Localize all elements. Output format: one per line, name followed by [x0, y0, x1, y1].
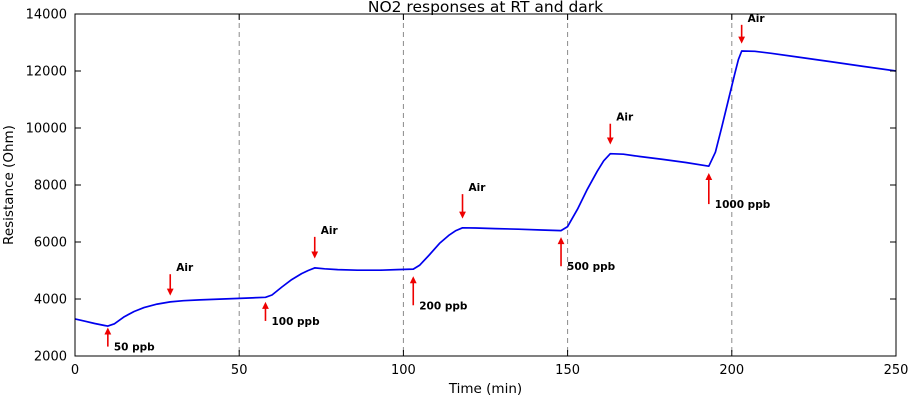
y-tick-label: 10000: [26, 122, 67, 137]
y-tick-label: 12000: [26, 65, 67, 80]
axis-box: [74, 13, 897, 357]
annotation-arrowhead: [311, 251, 319, 259]
x-tick-label: 250: [884, 363, 908, 378]
annotation-arrowhead: [459, 211, 466, 219]
annotation-label: Air: [321, 225, 339, 237]
annotation-arrowhead: [557, 237, 565, 245]
annotation-label: 500 ppb: [567, 261, 616, 273]
x-tick-label: 200: [719, 363, 744, 378]
series-line: [74, 50, 897, 327]
y-axis-label: Resistance (Ohm): [1, 125, 17, 245]
annotation-label: 50 ppb: [114, 342, 155, 354]
annotation-label: Air: [616, 112, 634, 124]
annotation-arrowhead: [166, 288, 174, 296]
annotation-arrowhead: [104, 327, 112, 335]
annotation-arrowhead: [606, 137, 614, 145]
annotation-arrowhead: [409, 276, 417, 284]
x-tick-label: 0: [71, 363, 79, 378]
x-tick-label: 150: [555, 363, 580, 378]
annotation-label: Air: [176, 262, 194, 274]
y-tick-label: 8000: [34, 179, 67, 194]
y-tick-label: 6000: [34, 236, 67, 251]
y-tick-label: 2000: [34, 350, 67, 365]
x-axis-label: Time (min): [448, 381, 522, 397]
x-tick-label: 100: [391, 363, 416, 378]
y-tick-label: 4000: [34, 293, 67, 308]
y-tick-label: 14000: [26, 8, 67, 23]
annotation-label: 200 ppb: [419, 300, 468, 312]
annotation-arrowhead: [705, 173, 713, 181]
annotation-label: Air: [469, 182, 487, 194]
chart-title: NO2 responses at RT and dark: [368, 0, 603, 16]
annotation-label: Air: [748, 13, 766, 25]
annotation-label: 100 ppb: [271, 316, 320, 328]
annotation-arrowhead: [262, 301, 269, 309]
plot-area: 0 50 100 150 200 250 2000 4000 6000 8000 10000 1200…: [26, 8, 908, 379]
x-tick-label: 50: [231, 363, 248, 378]
annotation-arrowhead: [738, 36, 746, 44]
annotation-label: 1000 ppb: [715, 199, 771, 211]
